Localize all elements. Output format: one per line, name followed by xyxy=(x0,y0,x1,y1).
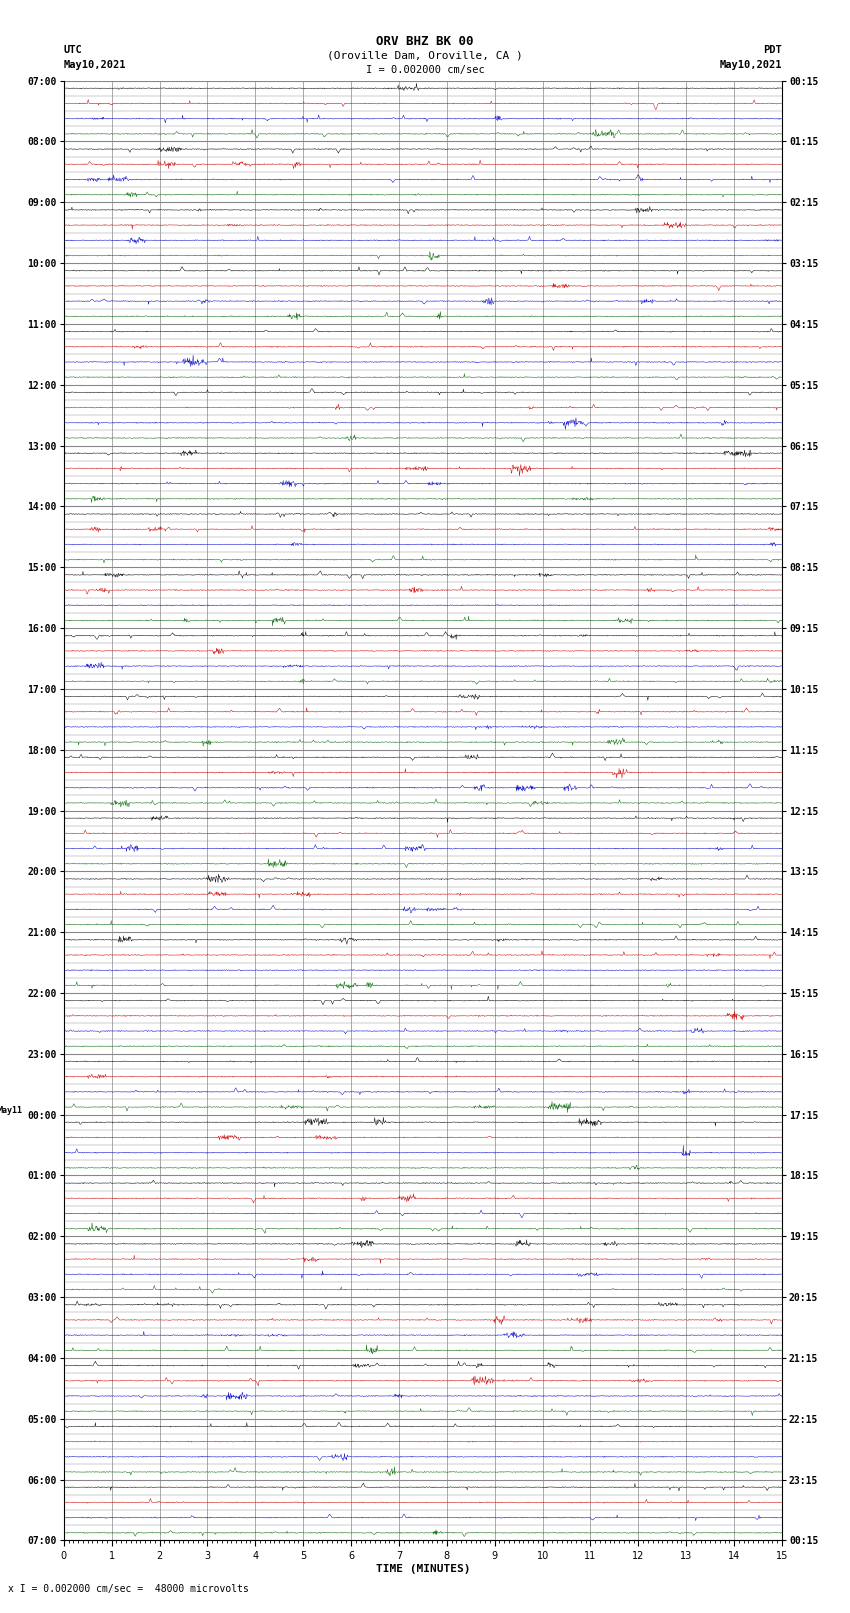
Text: ORV BHZ BK 00: ORV BHZ BK 00 xyxy=(377,35,473,48)
Text: May10,2021: May10,2021 xyxy=(64,60,127,69)
Text: UTC: UTC xyxy=(64,45,82,55)
Text: (Oroville Dam, Oroville, CA ): (Oroville Dam, Oroville, CA ) xyxy=(327,50,523,60)
Text: PDT: PDT xyxy=(763,45,782,55)
Text: May10,2021: May10,2021 xyxy=(719,60,782,69)
Text: May11: May11 xyxy=(0,1105,22,1115)
Text: x I = 0.002000 cm/sec =  48000 microvolts: x I = 0.002000 cm/sec = 48000 microvolts xyxy=(8,1584,249,1594)
Text: I = 0.002000 cm/sec: I = 0.002000 cm/sec xyxy=(366,65,484,74)
X-axis label: TIME (MINUTES): TIME (MINUTES) xyxy=(376,1563,470,1574)
